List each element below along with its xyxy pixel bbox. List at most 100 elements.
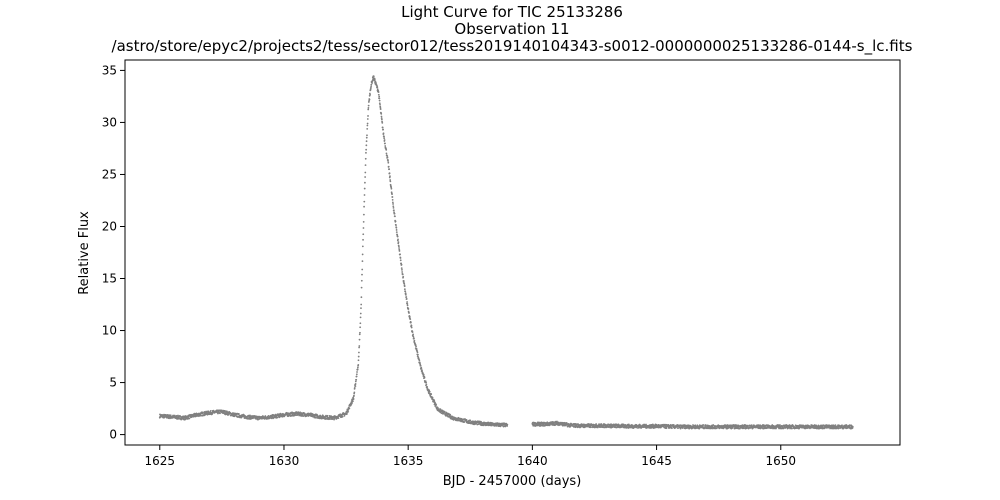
data-point xyxy=(385,148,388,151)
data-point xyxy=(356,366,359,369)
data-point xyxy=(362,213,365,216)
data-point xyxy=(365,144,368,147)
data-point xyxy=(355,378,358,381)
data-point xyxy=(355,375,358,378)
data-point xyxy=(835,427,838,430)
data-point xyxy=(380,115,383,118)
data-point xyxy=(378,97,381,100)
data-point xyxy=(398,247,400,249)
y-tick-label: 25 xyxy=(102,167,117,181)
data-point xyxy=(361,273,363,276)
y-tick-label: 35 xyxy=(102,63,117,77)
data-point xyxy=(352,400,354,403)
data-point xyxy=(412,333,415,336)
data-point xyxy=(436,406,439,409)
x-tick-label: 1645 xyxy=(641,454,672,468)
data-point xyxy=(388,168,391,171)
data-point xyxy=(426,386,429,388)
data-point xyxy=(352,398,355,400)
data-point xyxy=(384,142,386,145)
data-point xyxy=(178,417,181,420)
data-point xyxy=(412,335,415,338)
data-point xyxy=(782,427,785,430)
data-point xyxy=(196,415,199,417)
data-point xyxy=(387,160,389,162)
data-point xyxy=(698,427,701,430)
data-point xyxy=(399,259,402,262)
data-point xyxy=(363,205,365,208)
data-point xyxy=(353,394,355,397)
data-point xyxy=(410,324,413,327)
data-point xyxy=(188,417,191,420)
data-point xyxy=(389,180,392,183)
data-point xyxy=(364,171,367,174)
data-point xyxy=(394,220,397,223)
data-point xyxy=(428,390,431,393)
data-point xyxy=(391,201,394,204)
data-point xyxy=(405,294,407,296)
data-points xyxy=(158,75,854,430)
data-point xyxy=(360,286,363,289)
data-point xyxy=(431,397,434,399)
data-point xyxy=(386,156,389,159)
data-point xyxy=(419,364,422,367)
data-point xyxy=(361,268,364,271)
data-point xyxy=(439,408,442,411)
data-point xyxy=(380,118,383,121)
data-point xyxy=(366,118,369,120)
data-point xyxy=(383,139,386,141)
data-point xyxy=(415,345,417,348)
data-point xyxy=(704,424,707,426)
data-point xyxy=(169,414,172,417)
data-point xyxy=(373,78,376,81)
chart-title-line-1: Light Curve for TIC 25133286 xyxy=(401,3,623,21)
data-point xyxy=(360,296,363,299)
data-point xyxy=(360,279,363,282)
data-point xyxy=(404,292,407,295)
data-point xyxy=(362,220,365,223)
data-point xyxy=(372,75,375,78)
x-tick-label: 1640 xyxy=(517,454,548,468)
data-point xyxy=(397,245,400,248)
data-point xyxy=(631,424,634,427)
data-point xyxy=(268,417,271,420)
data-point xyxy=(403,288,406,291)
data-point xyxy=(359,316,362,319)
data-point xyxy=(624,424,627,426)
data-point xyxy=(358,333,361,336)
data-point xyxy=(364,181,366,184)
data-point xyxy=(399,253,401,256)
data-point xyxy=(267,415,270,417)
data-point xyxy=(405,296,408,298)
data-point xyxy=(712,424,715,426)
data-point xyxy=(360,307,362,309)
data-point xyxy=(670,427,673,430)
x-tick-label: 1650 xyxy=(765,454,796,468)
data-point xyxy=(745,427,748,429)
data-point xyxy=(364,176,367,178)
data-point xyxy=(337,417,340,419)
data-point xyxy=(377,93,380,96)
data-point xyxy=(423,376,426,379)
data-point xyxy=(376,88,379,91)
chart-title-line-3: /astro/store/epyc2/projects2/tess/sector… xyxy=(112,37,913,56)
data-point xyxy=(386,155,389,158)
data-point xyxy=(357,355,360,358)
data-point xyxy=(595,423,598,425)
data-point xyxy=(381,121,384,124)
data-point xyxy=(361,245,364,248)
data-point xyxy=(407,308,410,310)
data-point xyxy=(359,312,362,315)
data-point xyxy=(358,351,360,354)
y-tick-label: 0 xyxy=(109,428,117,442)
data-point xyxy=(400,267,403,270)
data-point xyxy=(366,122,369,125)
data-point xyxy=(370,83,373,86)
x-tick-label: 1625 xyxy=(145,454,176,468)
data-point xyxy=(589,426,592,429)
data-point xyxy=(367,106,370,109)
data-point xyxy=(750,424,753,427)
data-point xyxy=(199,414,202,417)
data-point xyxy=(437,408,440,410)
